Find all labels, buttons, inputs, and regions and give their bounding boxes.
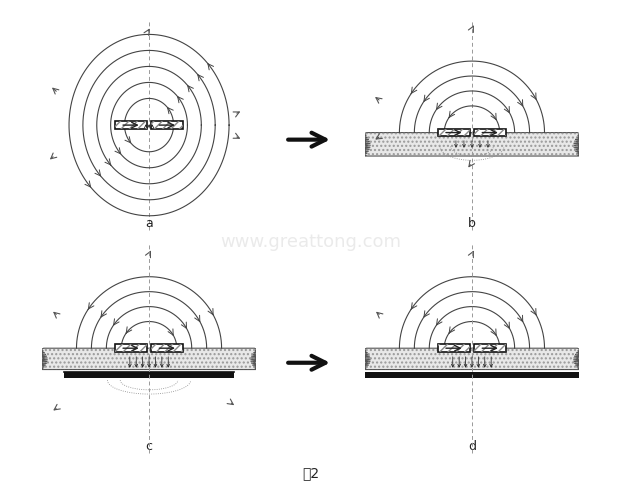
Bar (438, 345, 470, 352)
Bar (115, 345, 147, 352)
Text: 图2: 图2 (302, 465, 319, 479)
Bar (438, 345, 470, 352)
Bar (438, 130, 470, 137)
Text: a: a (145, 216, 153, 229)
Bar (151, 345, 183, 352)
Bar (474, 130, 506, 137)
Bar (115, 122, 147, 130)
Bar (115, 345, 147, 352)
Text: b: b (468, 216, 476, 229)
Polygon shape (37, 348, 261, 370)
Bar (64, 372, 234, 378)
Text: www.greattong.com: www.greattong.com (220, 233, 401, 251)
Text: c: c (145, 439, 153, 452)
Bar (151, 122, 183, 130)
Polygon shape (360, 133, 584, 157)
Bar (474, 130, 506, 137)
Bar (151, 122, 183, 130)
Bar (438, 130, 470, 137)
Bar (474, 345, 506, 352)
Text: d: d (468, 439, 476, 452)
Bar (365, 372, 579, 378)
Bar (474, 345, 506, 352)
Polygon shape (360, 348, 584, 370)
Bar (151, 345, 183, 352)
Bar (115, 122, 147, 130)
